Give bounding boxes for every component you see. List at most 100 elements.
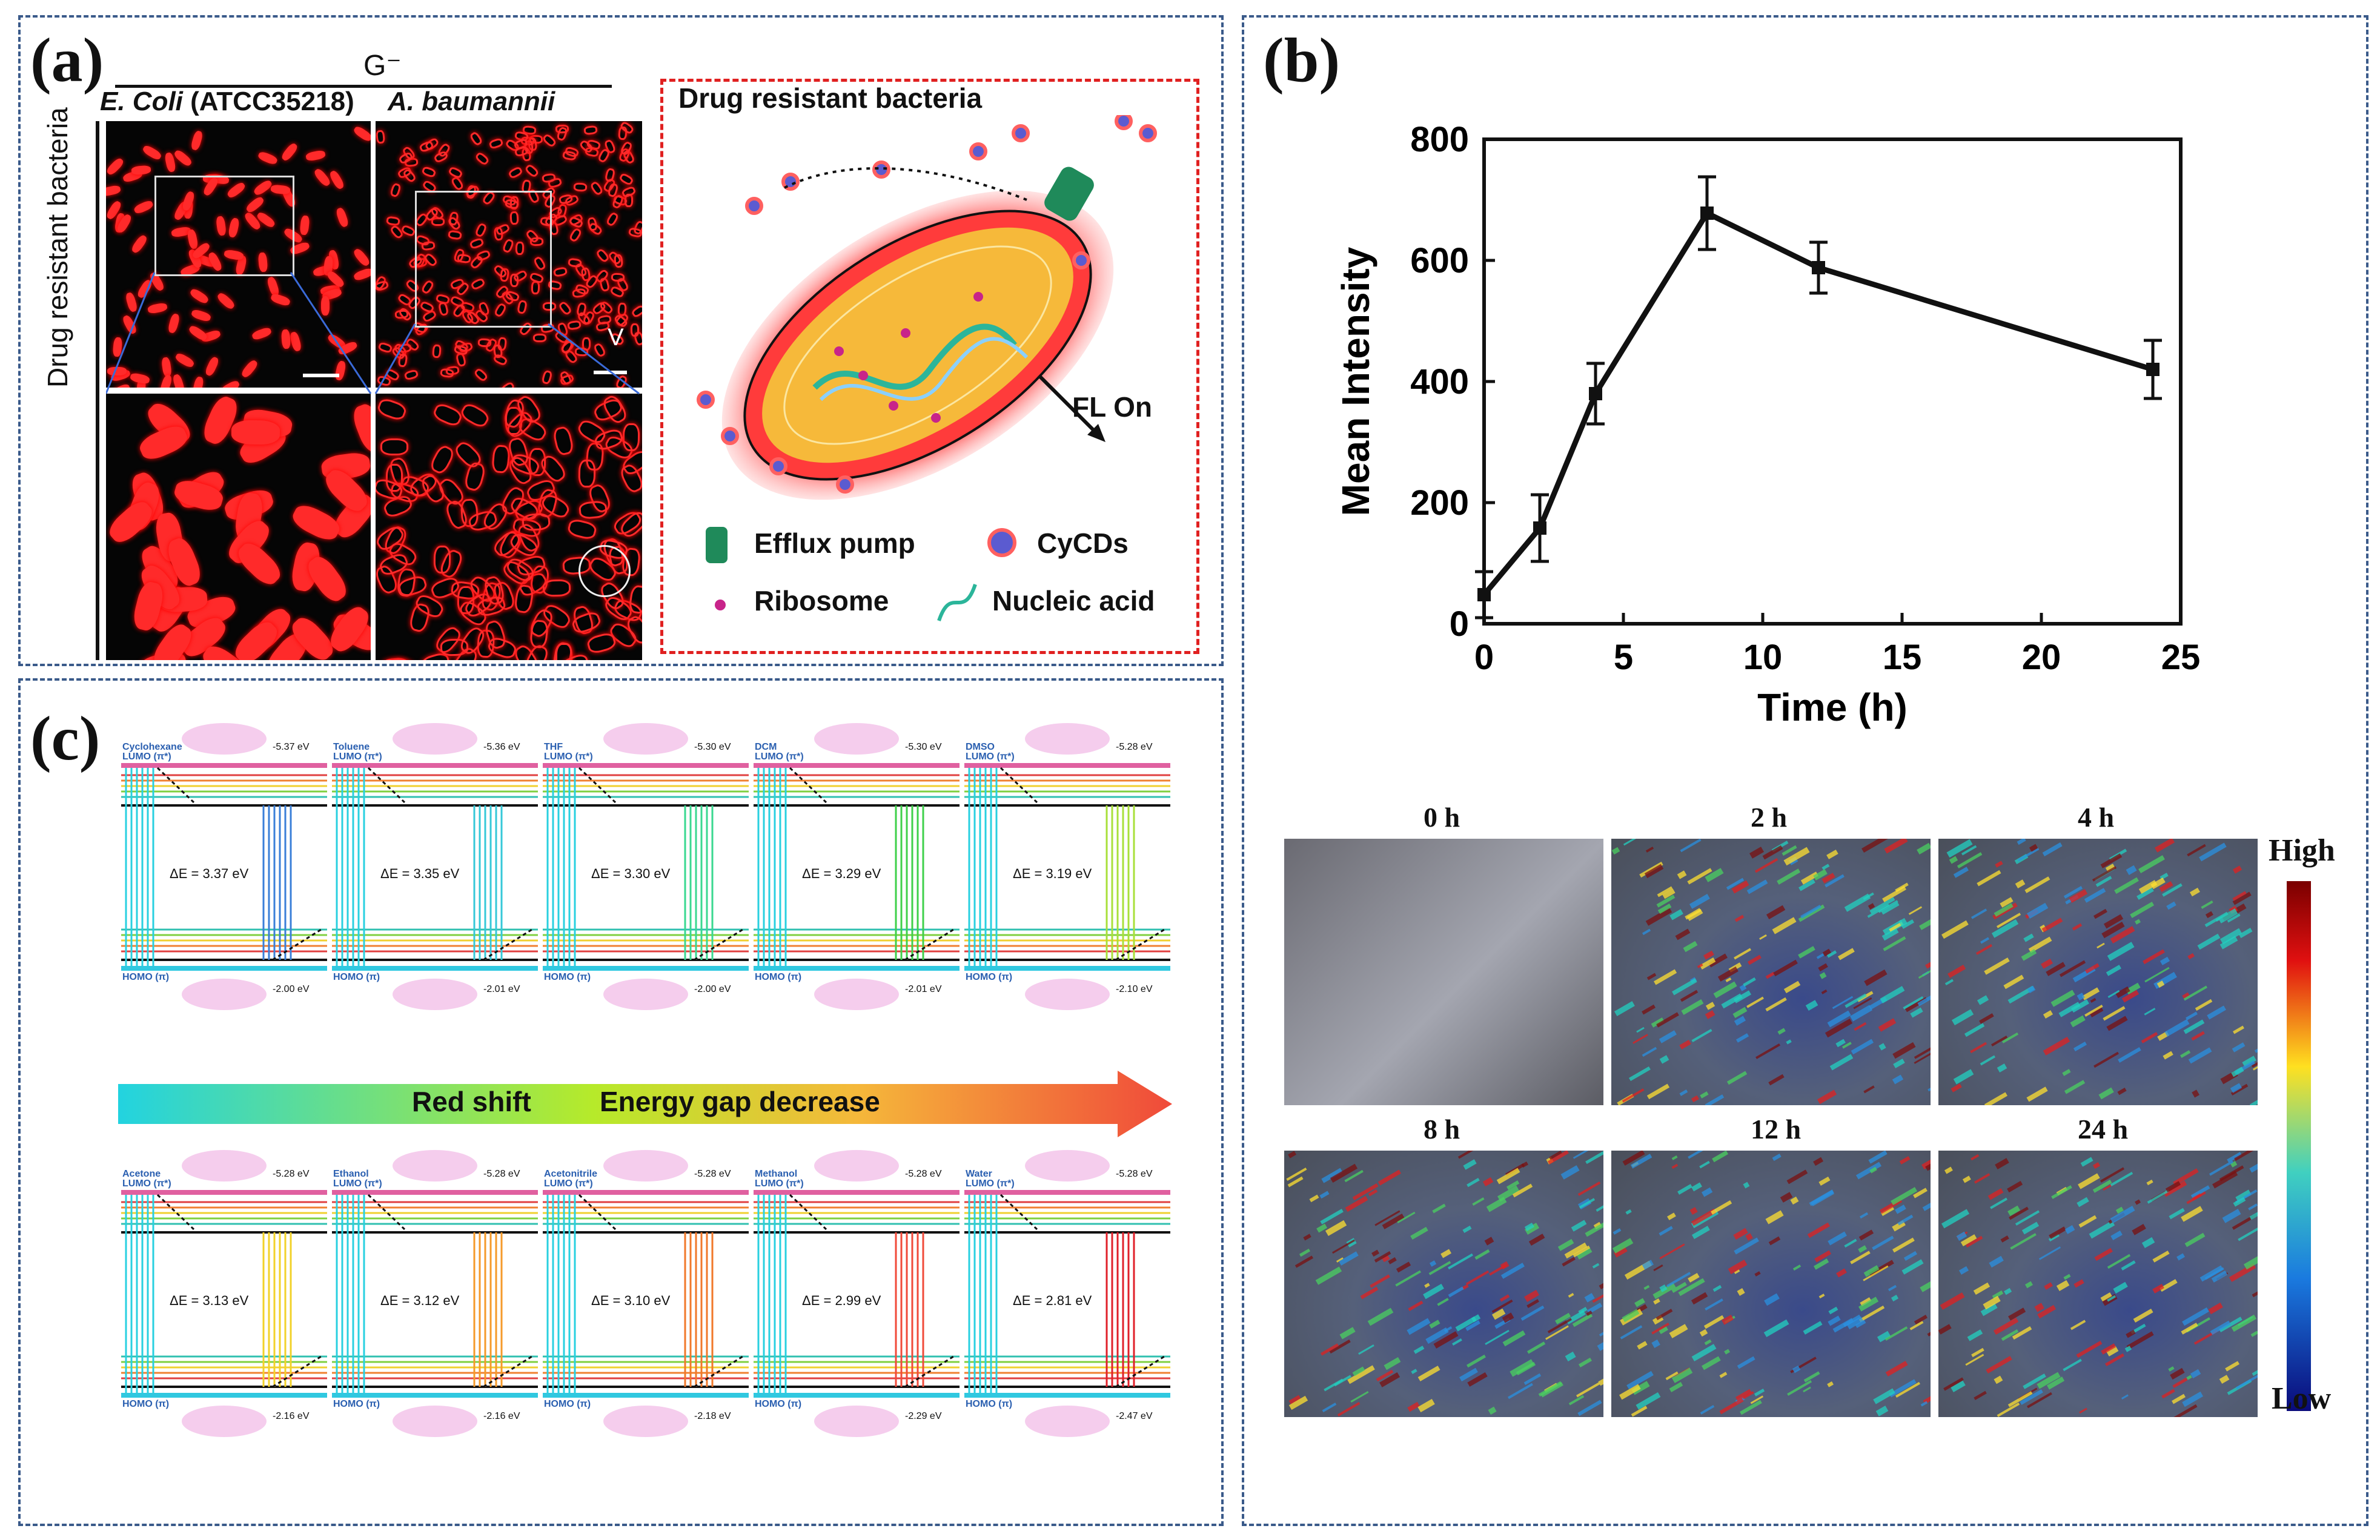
heatmap-image [1611,839,1931,1105]
heatmap-speckle [1803,1370,1820,1382]
heatmap-speckle [2084,888,2106,903]
lumo-label: LUMO (π*) [966,752,1015,762]
energy-diagram [754,723,960,1010]
heatmap-speckle [1611,847,1620,855]
heatmap-speckle [1920,1276,1931,1293]
energy-diagram [121,723,327,1010]
heatmap-speckle [1805,999,1818,1011]
heatmap-speckle [1645,846,1654,853]
homo-level [543,1393,749,1398]
heatmap-speckle [1736,1033,1749,1043]
heatmap-speckle [1578,1181,1601,1196]
homo-level [964,1393,1170,1398]
heatmap-speckle [2163,1050,2174,1060]
relaxation-arrow [1115,1355,1165,1388]
lumo-energy: -5.28 eV [905,1169,942,1179]
mean-intensity-chart: 0 5 10 15 20 25 0 200 400 600 800 Time (h) Mean Inte… [1334,120,2201,729]
micrograph-abaumannii-overview [376,121,642,388]
heatmap-speckle [1629,1066,1651,1082]
heatmap-speckle [1854,1022,1867,1032]
heatmap-speckle [2181,1206,2204,1223]
heatmap-speckle [2080,1157,2093,1167]
bacterium-cell [350,401,371,455]
heatmap-speckle [1908,905,1923,915]
molecule-icon [182,1406,267,1437]
heatmap-speckle [1700,1329,1708,1337]
molecule-icon [1025,979,1110,1010]
heatmap-speckle [1986,1356,2012,1374]
homo-label: HOMO (π) [966,972,1013,982]
bacterium-cell [510,273,519,287]
homo-energy: -2.00 eV [694,984,731,994]
heatmap-speckle [2038,1246,2061,1260]
heatmap-time-label: 2 h [1751,802,1788,833]
heatmap-speckle [1613,1228,1621,1235]
y-tick-label: 800 [1410,120,1469,159]
heatmap-speckle [1893,1058,1906,1068]
ribosome-dot [889,401,898,411]
heatmap-speckle [1596,1198,1603,1212]
heatmap-speckle [1565,1351,1577,1361]
heatmap-speckle [1765,997,1787,1012]
heatmap-speckle [1472,1197,1485,1206]
bacterium-cell [289,501,343,545]
heatmap-speckle [1758,934,1767,940]
heatmap-speckle [2219,1375,2230,1384]
x-tick-label: 25 [2161,638,2201,677]
relaxation-arrow [156,767,195,804]
heatmap-speckle [1487,1197,1507,1212]
bacterium-cell [305,150,326,162]
heatmap-speckle [1578,1357,1592,1367]
legend-nucleic-acid-icon [937,584,977,621]
heatmap-speckle [2234,1151,2256,1162]
relaxation-arrow [999,1194,1038,1231]
heatmap-speckle [1941,920,1969,939]
heatmap-speckle [1798,945,1815,959]
molecule-icon [814,1406,899,1437]
heatmap-speckle [1309,1194,1319,1203]
lumo-level [332,1190,538,1195]
relaxation-arrow [694,1355,743,1388]
bacterium-cell [428,443,456,477]
heatmap-speckle [1844,893,1871,912]
heatmap-speckle [1963,1175,1971,1183]
heatmap-speckle [1734,948,1752,960]
bacterium-cell [380,438,409,455]
fl-on-label: FL On [1072,391,1153,423]
heatmap-speckle [1576,1382,1600,1398]
heatmap-speckle [1440,1249,1451,1258]
heatmap-speckle [1952,1009,1974,1025]
heatmap-speckle [1350,1391,1369,1403]
heatmap-speckle [2121,1394,2129,1400]
heatmap-speckle [1632,1034,1648,1045]
bacterium-cell [505,407,523,435]
heatmap-speckle [2079,1407,2087,1413]
heatmap-speckle [1792,1264,1802,1271]
heatmap-speckle [2007,1180,2023,1192]
lumo-level [754,763,960,768]
bacterium-cell [141,144,162,162]
solvent-name: Ethanol [333,1169,369,1179]
diagram-frame [660,79,1199,654]
heatmap-speckle [1653,1298,1661,1305]
molecule-icon [814,1150,899,1181]
homo-label: HOMO (π) [755,1399,802,1409]
heatmap-speckle [1700,1091,1709,1099]
lumo-label: LUMO (π*) [122,1178,171,1189]
heatmap-speckle [1407,1301,1423,1312]
heatmap-speckle [2104,1353,2124,1367]
relaxation-arrow [578,1194,617,1231]
bacterium-cell [488,137,504,150]
molecule-icon [393,979,477,1010]
bacterium-cell [578,500,608,520]
heatmap-speckle [1592,1289,1603,1303]
heatmap-speckle [2044,1281,2053,1290]
heatmap-speckle [1763,845,1784,860]
molecule-icon [603,1150,688,1181]
heatmap-speckle [2018,847,2040,862]
heatmap-speckle [2056,1280,2070,1291]
heatmap-speckle [2082,987,2100,1000]
heatmap-speckle [1746,879,1768,894]
bacterium-cell [321,296,330,316]
homo-energy: -2.00 eV [273,984,310,994]
